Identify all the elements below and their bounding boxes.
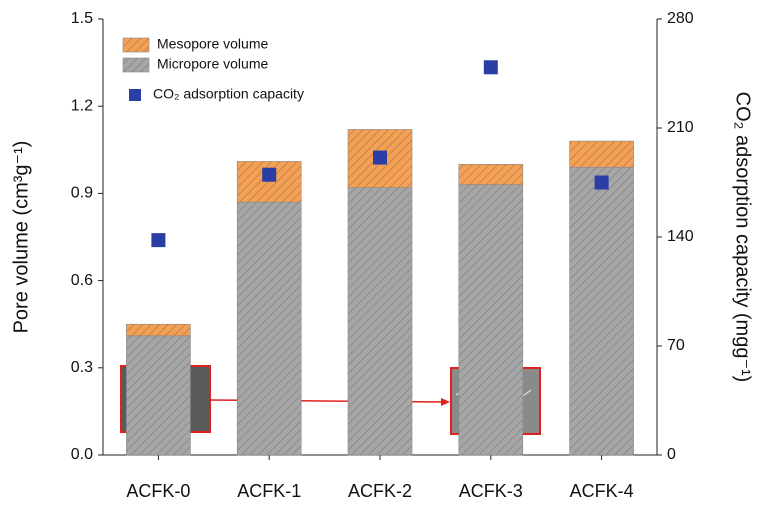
legend-label: Micropore volume bbox=[157, 56, 268, 72]
y2-tick-label: 0 bbox=[667, 446, 676, 463]
y2-tick-label: 70 bbox=[667, 337, 685, 354]
bar-segment bbox=[458, 164, 524, 185]
bar-segment bbox=[126, 335, 191, 456]
legend-swatch bbox=[129, 89, 141, 101]
legend-label: Mesopore volume bbox=[157, 36, 268, 52]
scatter-point bbox=[483, 60, 498, 75]
x-tick-label: ACFK-2 bbox=[348, 481, 412, 501]
x-tick-label: ACFK-0 bbox=[126, 481, 190, 501]
scatter-point bbox=[262, 167, 277, 182]
y-axis-label: Pore volume (cm³g⁻¹) bbox=[10, 141, 32, 334]
scatter-point bbox=[151, 233, 166, 248]
scatter-point bbox=[594, 175, 609, 190]
y-tick-label: 1.2 bbox=[71, 97, 93, 114]
x-tick-label: ACFK-3 bbox=[459, 481, 523, 501]
bar-segment bbox=[347, 187, 413, 456]
bar-segment bbox=[236, 201, 302, 456]
y2-tick-label: 140 bbox=[667, 228, 694, 245]
y-tick-label: 0.3 bbox=[71, 359, 93, 376]
arrow-head bbox=[441, 398, 450, 406]
legend-label: CO₂ adsorption capacity bbox=[153, 86, 304, 102]
bar-segment bbox=[569, 166, 634, 456]
y2-tick-label: 280 bbox=[667, 10, 694, 27]
y-tick-label: 0.6 bbox=[71, 272, 93, 289]
scatter-point bbox=[373, 150, 387, 165]
legend-swatch bbox=[122, 37, 150, 53]
bar-segment bbox=[236, 161, 302, 203]
y2-tick-label: 210 bbox=[667, 119, 694, 136]
x-tick-label: ACFK-4 bbox=[570, 481, 634, 501]
legend-swatch bbox=[122, 57, 150, 73]
bar-segment bbox=[569, 140, 634, 168]
y-tick-label: 1.5 bbox=[71, 10, 93, 27]
bar-segment bbox=[126, 323, 191, 337]
x-tick-label: ACFK-1 bbox=[237, 481, 301, 501]
bar-segment bbox=[458, 184, 524, 456]
y2-axis-label: CO₂ adsorption capacity (mgg⁻¹) bbox=[732, 92, 754, 383]
y-tick-label: 0.9 bbox=[71, 185, 93, 202]
y-tick-label: 0.0 bbox=[71, 446, 93, 463]
